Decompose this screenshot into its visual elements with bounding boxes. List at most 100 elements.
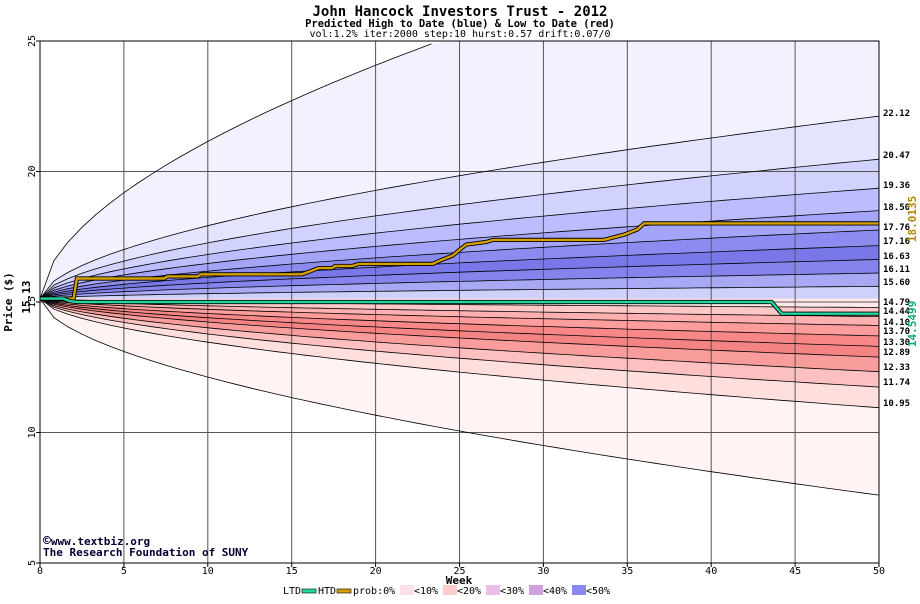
band-boundary-line [39, 298, 880, 358]
band-end-label: 19.36 [883, 181, 910, 191]
x-tick-label: 40 [705, 566, 717, 577]
band-end-label: 18.50 [883, 203, 910, 213]
y-tick-label: 10 [27, 426, 38, 438]
y-axis-label: Price ($) [2, 272, 15, 332]
low-band-area [40, 298, 879, 388]
y-tick-label: 15 [27, 296, 38, 308]
copyright-icon: © [43, 534, 51, 549]
x-tick-label: 15 [286, 566, 298, 577]
ltd-end-label: 14.5499 [906, 301, 919, 347]
legend-bucket-label: <20% [457, 586, 481, 597]
series-line-htd [40, 222, 879, 300]
legend-prob-label: prob:0% [353, 586, 395, 597]
high-band-area [40, 230, 879, 299]
watermark-org: The Research Foundation of SUNY [43, 546, 249, 559]
band-end-label: 12.89 [883, 348, 910, 358]
band-end-label: 10.95 [883, 399, 910, 409]
legend-bucket-swatch [443, 585, 457, 595]
band-boundary-line [39, 298, 880, 326]
x-tick-label: 50 [873, 566, 885, 577]
band-area-top [40, 41, 879, 299]
band-boundary-line [39, 115, 880, 299]
band-end-label: 22.12 [883, 109, 910, 119]
x-tick-label: 45 [789, 566, 801, 577]
band-end-label: 14.44 [883, 307, 911, 317]
band-end-label: 16.11 [883, 265, 910, 275]
band-end-label: 12.33 [883, 363, 910, 373]
band-end-label: 16.63 [883, 252, 910, 262]
y-tick-label: 25 [27, 35, 38, 47]
band-boundary-line [39, 298, 880, 496]
x-axis-label: Week [446, 574, 473, 587]
band-boundary-line [39, 210, 880, 299]
band-boundary-line [39, 43, 432, 299]
x-tick-label: 0 [37, 566, 43, 577]
high-band-area [40, 188, 879, 299]
low-band-area [40, 298, 879, 408]
x-tick-label: 20 [370, 566, 382, 577]
band-boundary-line [39, 298, 880, 317]
watermark-url-text: www.textbiz.org [51, 535, 150, 548]
x-tick-label: 10 [202, 566, 214, 577]
legend-htd-label: HTD [318, 586, 336, 597]
x-axis-ticks: 0 5 10 15 20 25 30 35 40 45 50 [37, 563, 885, 577]
band-boundary-line [39, 285, 880, 299]
high-band-area [40, 159, 879, 299]
legend-bucket-swatch [572, 585, 586, 595]
legend-bucket-label: <40% [543, 586, 567, 597]
band-boundary-line [39, 259, 880, 299]
low-band-area [40, 298, 879, 358]
band-end-label: 14.79 [883, 298, 910, 308]
band-area-bottom [40, 298, 879, 563]
chart-legend: LTD HTD prob:0% <10% <20% <30% <40% <50% [283, 585, 610, 597]
legend-ltd-swatch [301, 588, 317, 594]
series-lines [40, 221, 879, 316]
band-boundary-lines [39, 43, 880, 496]
chart-subtitle: Predicted High to Date (blue) & Low to D… [305, 18, 615, 30]
legend-bucket-swatch [529, 585, 543, 595]
chart-title: John Hancock Investors Trust - 2012 [312, 4, 607, 20]
htd-end-label: 18.0135 [906, 196, 919, 242]
low-band-area [40, 298, 879, 347]
x-tick-label: 25 [453, 566, 465, 577]
band-boundary-line [39, 158, 880, 299]
band-end-label: 17.76 [883, 223, 910, 233]
chart-params: vol:1.2% iter:2000 step:10 hurst:0.57 dr… [309, 29, 610, 40]
legend-bucket-swatch [400, 585, 414, 595]
band-boundary-line [39, 298, 880, 388]
y-tick-label: 5 [27, 560, 38, 566]
band-end-labels: 22.12 20.47 19.36 18.50 17.76 17.16 16.63 16.11… [883, 109, 911, 409]
legend-bucket-label: <50% [586, 586, 610, 597]
x-tick-label: 30 [537, 566, 549, 577]
legend-bucket-label: <30% [500, 586, 524, 597]
band-end-label: 15.60 [883, 278, 910, 288]
band-end-label: 11.74 [883, 378, 911, 388]
band-boundary-line [39, 272, 880, 299]
band-end-label: 17.16 [883, 237, 910, 247]
legend-bucket-swatch [486, 585, 500, 595]
y-tick-label: 20 [27, 165, 38, 177]
band-boundary-line [39, 298, 880, 337]
band-boundary-line [39, 298, 880, 347]
band-boundary-line [39, 245, 880, 299]
watermark-url: ©www.textbiz.org [43, 534, 150, 549]
band-end-label: 13.30 [883, 338, 910, 348]
band-boundary-line [39, 298, 880, 409]
band-boundary-line [39, 187, 880, 299]
legend-ltd-label: LTD [283, 586, 301, 597]
band-end-label: 14.10 [883, 318, 910, 328]
band-end-label: 13.70 [883, 327, 910, 337]
x-tick-label: 5 [121, 566, 127, 577]
series-line-ltd [40, 297, 879, 315]
band-boundary-line [39, 298, 880, 373]
y-axis-ticks: 5 10 15 20 25 [27, 35, 40, 566]
start-price-label: 15.13 [20, 280, 33, 313]
high-band-area [40, 210, 879, 299]
high-band-area [40, 116, 879, 299]
legend-htd-swatch [336, 588, 352, 594]
low-band-area [40, 298, 879, 372]
x-tick-label: 35 [621, 566, 633, 577]
band-end-label: 20.47 [883, 151, 910, 161]
